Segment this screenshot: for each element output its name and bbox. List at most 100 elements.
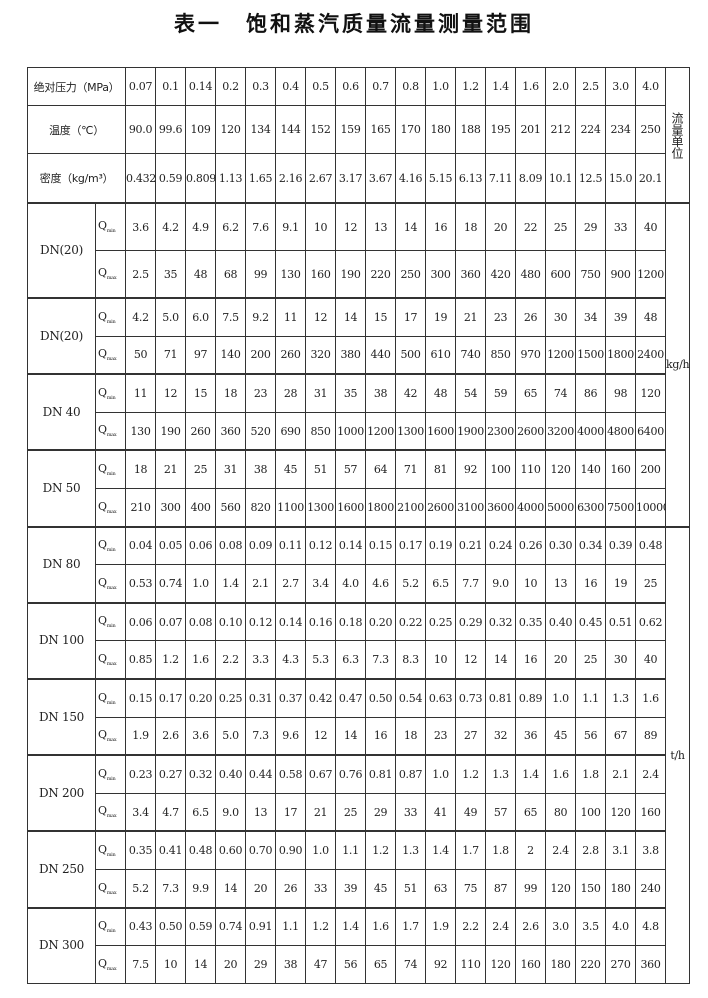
header-value: 99.6 — [155, 105, 187, 154]
qmin-value: 11 — [275, 296, 307, 337]
header-value: 0.809 — [185, 153, 217, 204]
qmin-value: 0.40 — [215, 754, 247, 794]
qmax-value: 260 — [185, 411, 217, 451]
q-symbol: Q — [98, 652, 107, 666]
qmax-value: 30 — [605, 640, 637, 680]
qmax-value: 160 — [515, 945, 547, 984]
qmin-value: 0.50 — [155, 906, 187, 947]
qmin-value: 12 — [305, 296, 337, 337]
q-symbol: Q — [98, 266, 107, 280]
qmax-value: 10 — [155, 945, 187, 984]
table-row: DN(20) Qmin 3.6 4.2 4.9 6.2 7.6 9.1 10 12 13 14 16 18… — [27, 202, 691, 528]
qmax-value: 4800 — [605, 411, 637, 451]
qmin-value: 0.81 — [365, 754, 397, 794]
qmax-value: 2100 — [395, 487, 427, 528]
qmax-label: Qmax — [94, 640, 127, 680]
qmin-value: 31 — [305, 373, 337, 413]
qmax-value: 200 — [245, 335, 277, 375]
qmin-value: 1.4 — [515, 754, 547, 794]
qmax-label: Qmax — [94, 250, 127, 299]
qmin-value: 0.14 — [275, 601, 307, 642]
qmax-value: 300 — [155, 487, 187, 528]
qmax-value: 1300 — [395, 411, 427, 451]
unit-kg-per-hour: kg/h — [665, 202, 691, 528]
q-symbol: Q — [98, 919, 107, 933]
qmin-value: 34 — [575, 296, 607, 337]
qmin-value: 0.06 — [125, 601, 157, 642]
qmin-value: 1.0 — [305, 830, 337, 870]
header-label: 绝对压力（MPa） — [26, 67, 127, 106]
header-value: 0.14 — [185, 67, 217, 106]
header-value: 120 — [215, 105, 247, 154]
pipe-size-label: DN 50 — [27, 449, 96, 528]
qmax-value: 14 — [335, 716, 367, 756]
qmin-label: Qmin — [94, 830, 127, 870]
qmin-value: 23 — [485, 296, 517, 337]
qmax-value: 49 — [455, 792, 487, 832]
table-row: Qmax 50 71 97 140 200 260 320 380 440 500 610 740 850… — [28, 335, 690, 375]
table-row: DN 300 Qmin 0.43 0.50 0.59 0.74 0.91 1.1 1.2 1.4 1… — [27, 906, 690, 984]
qmax-value: 68 — [215, 250, 247, 299]
qmin-value: 0.25 — [215, 677, 247, 718]
qmin-value: 13 — [365, 202, 397, 251]
header-value: 4.16 — [395, 153, 427, 204]
header-value: 109 — [185, 105, 217, 154]
qmax-value: 0.85 — [125, 640, 157, 680]
qmin-value: 2.4 — [635, 754, 667, 794]
qmax-value: 2400 — [635, 335, 667, 375]
header-value: 0.7 — [365, 67, 397, 106]
qmax-value: 18 — [395, 716, 427, 756]
qmax-value: 7.7 — [455, 564, 487, 604]
qmin-value: 2 — [515, 830, 547, 870]
qmin-value: 0.20 — [365, 601, 397, 642]
q-symbol: Q — [98, 880, 107, 894]
qmax-value: 160 — [305, 250, 337, 299]
qmax-value: 16 — [365, 716, 397, 756]
q-symbol: Q — [98, 499, 107, 513]
qmin-value: 0.25 — [425, 601, 457, 642]
qmin-value: 0.26 — [515, 525, 547, 566]
qmax-value: 45 — [365, 868, 397, 909]
qmax-value: 40 — [635, 640, 667, 680]
qmin-value: 0.04 — [125, 525, 157, 566]
q-subscript: max — [106, 356, 117, 363]
qmin-value: 21 — [155, 449, 187, 489]
q-subscript: min — [106, 318, 116, 325]
qmin-value: 0.89 — [515, 677, 547, 718]
qmin-value: 1.7 — [455, 830, 487, 870]
qmax-value: 25 — [575, 640, 607, 680]
qmax-value: 2.5 — [125, 250, 157, 299]
qmin-value: 0.12 — [305, 525, 337, 566]
qmin-value: 2.4 — [545, 830, 577, 870]
qmax-value: 57 — [485, 792, 517, 832]
qmin-value: 0.31 — [245, 677, 277, 718]
table-row: Qmax 210 300 400 560 820 1100 1300 1600 1800 2100 2… — [28, 487, 690, 528]
qmax-label: Qmax — [94, 868, 127, 909]
qmin-value: 11 — [125, 373, 157, 413]
qmax-value: 7.5 — [125, 945, 157, 984]
qmax-value: 20 — [245, 868, 277, 909]
header-row: 绝对压力（MPa） 0.07 0.1 0.14 0.2 0.3 0.4 0.5 0.6 0.7 0.… — [26, 67, 691, 204]
table-row: Qmax 0.85 1.2 1.6 2.2 3.3 4.3 5.3 6.3 7.3 8.3 10 12 1… — [28, 640, 690, 680]
q-subscript: max — [106, 661, 117, 668]
qmin-value: 12 — [335, 202, 367, 251]
qmax-value: 16 — [575, 564, 607, 604]
qmin-value: 0.32 — [485, 601, 517, 642]
qmax-value: 13 — [545, 564, 577, 604]
header-value: 2.67 — [305, 153, 337, 204]
qmin-value: 4.8 — [635, 906, 667, 947]
qmax-value: 1600 — [335, 487, 367, 528]
qmin-value: 1.2 — [455, 754, 487, 794]
qmin-value: 0.11 — [275, 525, 307, 566]
qmax-value: 4.7 — [155, 792, 187, 832]
qmin-value: 0.30 — [545, 525, 577, 566]
qmin-value: 0.40 — [545, 601, 577, 642]
header-value: 0.8 — [395, 67, 427, 106]
qmax-value: 9.9 — [185, 868, 217, 909]
qmin-value: 1.7 — [395, 906, 427, 947]
qmin-value: 0.20 — [185, 677, 217, 718]
qmax-value: 210 — [125, 487, 157, 528]
qmax-label: Qmax — [94, 564, 127, 604]
qmin-value: 2.4 — [485, 906, 517, 947]
qmin-value: 3.6 — [125, 202, 157, 251]
